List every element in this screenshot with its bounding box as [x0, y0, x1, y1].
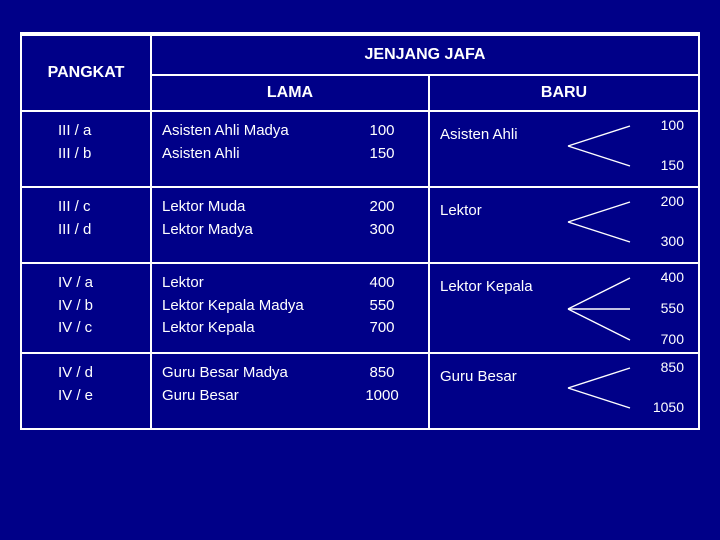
lama-label: Lektor Kepala: [162, 317, 342, 340]
bracket-icon: [560, 270, 680, 348]
pangkat-value: III / c: [58, 196, 150, 219]
lama-value: 700: [342, 317, 422, 340]
lama-labels: Asisten Ahli MadyaAsisten Ahli: [152, 120, 342, 178]
baru-label: Lektor: [440, 194, 560, 256]
lama-values: 100150: [342, 120, 422, 178]
lama-label: Lektor: [162, 272, 342, 295]
lama-label: Asisten Ahli Madya: [162, 120, 342, 143]
header-baru: BARU: [430, 76, 698, 110]
pangkat-value: IV / d: [58, 362, 150, 385]
pangkat-value: III / b: [58, 143, 150, 166]
baru-diagram: 8501050: [560, 360, 688, 416]
cell-baru: Lektor Kepala400550700: [430, 264, 698, 352]
lama-value: 100: [342, 120, 422, 143]
baru-label: Guru Besar: [440, 360, 560, 422]
lama-values: 400550700: [342, 272, 422, 344]
baru-label: Lektor Kepala: [440, 270, 560, 346]
table-row: III / cIII / dLektor MudaLektor Madya200…: [22, 186, 698, 262]
baru-label: Asisten Ahli: [440, 118, 560, 180]
pangkat-value: IV / b: [58, 295, 150, 318]
lama-value: 1000: [342, 385, 422, 408]
header-right: JENJANG JAFA LAMA BARU: [152, 36, 698, 110]
baru-diagram: 200300: [560, 194, 688, 250]
cell-pangkat: IV / dIV / e: [22, 354, 152, 428]
pangkat-value: III / d: [58, 219, 150, 242]
lama-value: 150: [342, 143, 422, 166]
lama-label: Lektor Kepala Madya: [162, 295, 342, 318]
lama-value: 300: [342, 219, 422, 242]
cell-baru: Lektor200300: [430, 188, 698, 262]
cell-baru: Asisten Ahli100150: [430, 112, 698, 186]
cell-pangkat: IV / aIV / bIV / c: [22, 264, 152, 352]
bracket-icon: [560, 118, 680, 174]
cell-pangkat: III / aIII / b: [22, 112, 152, 186]
cell-lama: LektorLektor Kepala MadyaLektor Kepala40…: [152, 264, 430, 352]
baru-diagram: 400550700: [560, 270, 688, 348]
cell-lama: Guru Besar MadyaGuru Besar8501000: [152, 354, 430, 428]
lama-label: Guru Besar: [162, 385, 342, 408]
header-jenjang: JENJANG JAFA: [152, 36, 698, 76]
lama-label: Guru Besar Madya: [162, 362, 342, 385]
lama-values: 8501000: [342, 362, 422, 420]
pangkat-value: IV / e: [58, 385, 150, 408]
lama-value: 400: [342, 272, 422, 295]
lama-label: Lektor Madya: [162, 219, 342, 242]
jafa-table: PANGKAT JENJANG JAFA LAMA BARU III / aII…: [20, 32, 700, 430]
cell-lama: Asisten Ahli MadyaAsisten Ahli100150: [152, 112, 430, 186]
bracket-icon: [560, 360, 680, 416]
pangkat-value: III / a: [58, 120, 150, 143]
baru-diagram: 100150: [560, 118, 688, 174]
lama-value: 200: [342, 196, 422, 219]
lama-value: 550: [342, 295, 422, 318]
header-subrow: LAMA BARU: [152, 76, 698, 110]
lama-labels: Lektor MudaLektor Madya: [152, 196, 342, 254]
table-body: III / aIII / bAsisten Ahli MadyaAsisten …: [22, 110, 698, 428]
cell-lama: Lektor MudaLektor Madya200300: [152, 188, 430, 262]
header-row: PANGKAT JENJANG JAFA LAMA BARU: [22, 36, 698, 110]
cell-baru: Guru Besar8501050: [430, 354, 698, 428]
lama-label: Asisten Ahli: [162, 143, 342, 166]
bracket-icon: [560, 194, 680, 250]
cell-pangkat: III / cIII / d: [22, 188, 152, 262]
lama-labels: Guru Besar MadyaGuru Besar: [152, 362, 342, 420]
table-row: IV / aIV / bIV / cLektorLektor Kepala Ma…: [22, 262, 698, 352]
lama-value: 850: [342, 362, 422, 385]
table-row: III / aIII / bAsisten Ahli MadyaAsisten …: [22, 110, 698, 186]
header-pangkat: PANGKAT: [22, 36, 152, 110]
table-row: IV / dIV / eGuru Besar MadyaGuru Besar85…: [22, 352, 698, 428]
lama-values: 200300: [342, 196, 422, 254]
pangkat-value: IV / c: [58, 317, 150, 340]
pangkat-value: IV / a: [58, 272, 150, 295]
lama-label: Lektor Muda: [162, 196, 342, 219]
lama-labels: LektorLektor Kepala MadyaLektor Kepala: [152, 272, 342, 344]
header-lama: LAMA: [152, 76, 430, 110]
